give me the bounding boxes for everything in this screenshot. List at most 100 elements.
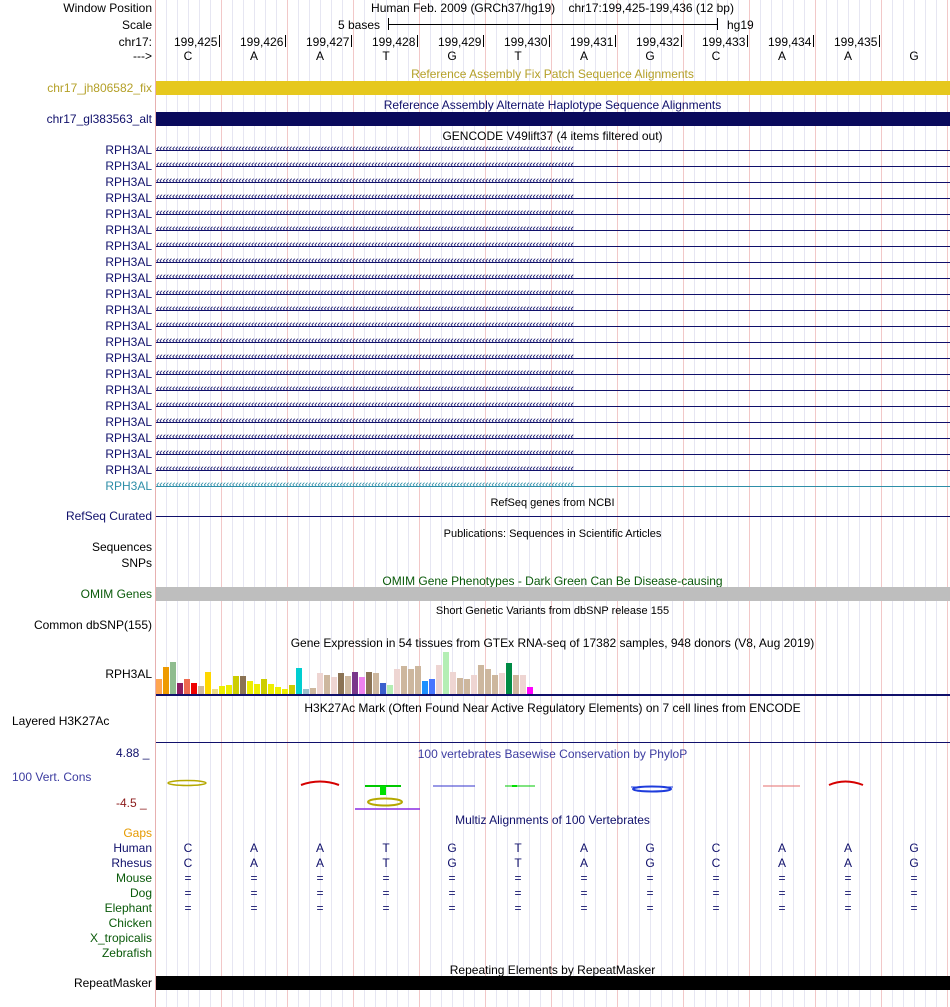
- gtex-tissue-bar[interactable]: [408, 669, 414, 694]
- gencode-transcript-label[interactable]: RPH3AL: [105, 287, 152, 301]
- gencode-transcript-label[interactable]: RPH3AL: [105, 399, 152, 413]
- gencode-transcript-label[interactable]: RPH3AL: [105, 175, 152, 189]
- gtex-tissue-bar[interactable]: [478, 665, 484, 694]
- gencode-transcript-label[interactable]: RPH3AL: [105, 303, 152, 317]
- gencode-transcript-intron[interactable]: ‹‹‹‹‹‹‹‹‹‹‹‹‹‹‹‹‹‹‹‹‹‹‹‹‹‹‹‹‹‹‹‹‹‹‹‹‹‹‹‹…: [156, 447, 950, 462]
- multiz-species-label[interactable]: Chicken: [108, 916, 152, 930]
- gtex-tissue-bar[interactable]: [191, 683, 197, 694]
- gencode-transcript-label[interactable]: RPH3AL: [105, 271, 152, 285]
- window-position-value[interactable]: Human Feb. 2009 (GRCh37/hg19) chr17:199,…: [371, 1, 734, 15]
- base-position-ruler[interactable]: 199,425 199,426 199,427 199,428 199,429 199,4…: [155, 35, 950, 49]
- gencode-transcript-label[interactable]: RPH3AL: [105, 239, 152, 253]
- gtex-tissue-bar[interactable]: [205, 672, 211, 694]
- gtex-tissue-bar[interactable]: [471, 675, 477, 694]
- gencode-transcript-intron[interactable]: ‹‹‹‹‹‹‹‹‹‹‹‹‹‹‹‹‹‹‹‹‹‹‹‹‹‹‹‹‹‹‹‹‹‹‹‹‹‹‹‹…: [156, 191, 950, 206]
- gtex-tissue-bar[interactable]: [513, 675, 519, 694]
- gtex-tissue-bar[interactable]: [506, 663, 512, 694]
- gtex-tissue-bar[interactable]: [373, 673, 379, 694]
- gtex-tissue-bar[interactable]: [443, 652, 449, 694]
- gencode-transcript-label[interactable]: RPH3AL: [105, 255, 152, 269]
- gtex-tissue-bar[interactable]: [317, 673, 323, 694]
- gtex-tissue-bar[interactable]: [457, 678, 463, 694]
- gtex-tissue-bar[interactable]: [359, 677, 365, 694]
- gtex-tissue-bar[interactable]: [254, 684, 260, 694]
- publications-sequences-label[interactable]: Sequences: [91, 540, 152, 554]
- gencode-transcript-label[interactable]: RPH3AL: [105, 383, 152, 397]
- gencode-transcript-intron[interactable]: ‹‹‹‹‹‹‹‹‹‹‹‹‹‹‹‹‹‹‹‹‹‹‹‹‹‹‹‹‹‹‹‹‹‹‹‹‹‹‹‹…: [156, 255, 950, 270]
- omim-track-label[interactable]: OMIM Genes: [80, 587, 152, 601]
- gtex-tissue-bar[interactable]: [177, 683, 183, 694]
- gencode-transcript-intron[interactable]: ‹‹‹‹‹‹‹‹‹‹‹‹‹‹‹‹‹‹‹‹‹‹‹‹‹‹‹‹‹‹‹‹‹‹‹‹‹‹‹‹…: [156, 287, 950, 302]
- gtex-tissue-bar[interactable]: [184, 679, 190, 694]
- gtex-tissue-bar[interactable]: [338, 673, 344, 694]
- gencode-transcript-label[interactable]: RPH3AL: [105, 431, 152, 445]
- gtex-tissue-bar[interactable]: [380, 683, 386, 694]
- gtex-tissue-bar[interactable]: [450, 672, 456, 694]
- gencode-transcript-intron[interactable]: ‹‹‹‹‹‹‹‹‹‹‹‹‹‹‹‹‹‹‹‹‹‹‹‹‹‹‹‹‹‹‹‹‹‹‹‹‹‹‹‹…: [156, 207, 950, 222]
- gencode-transcript-intron[interactable]: ‹‹‹‹‹‹‹‹‹‹‹‹‹‹‹‹‹‹‹‹‹‹‹‹‹‹‹‹‹‹‹‹‹‹‹‹‹‹‹‹…: [156, 143, 950, 158]
- gencode-transcript-label[interactable]: RPH3AL: [105, 367, 152, 381]
- gencode-transcript-intron[interactable]: ‹‹‹‹‹‹‹‹‹‹‹‹‹‹‹‹‹‹‹‹‹‹‹‹‹‹‹‹‹‹‹‹‹‹‹‹‹‹‹‹…: [156, 223, 950, 238]
- gencode-transcript-intron[interactable]: ‹‹‹‹‹‹‹‹‹‹‹‹‹‹‹‹‹‹‹‹‹‹‹‹‹‹‹‹‹‹‹‹‹‹‹‹‹‹‹‹…: [156, 399, 950, 414]
- gencode-transcript-label[interactable]: RPH3AL: [105, 351, 152, 365]
- gencode-transcript-intron[interactable]: ‹‹‹‹‹‹‹‹‹‹‹‹‹‹‹‹‹‹‹‹‹‹‹‹‹‹‹‹‹‹‹‹‹‹‹‹‹‹‹‹…: [156, 415, 950, 430]
- multiz-gaps-label[interactable]: Gaps: [123, 826, 152, 840]
- alt-haplotype-track-label[interactable]: chr17_gl383563_alt: [46, 112, 152, 126]
- gencode-transcript-label[interactable]: RPH3AL: [105, 335, 152, 349]
- gencode-transcript-intron[interactable]: ‹‹‹‹‹‹‹‹‹‹‹‹‹‹‹‹‹‹‹‹‹‹‹‹‹‹‹‹‹‹‹‹‹‹‹‹‹‹‹‹…: [156, 351, 950, 366]
- gtex-tissue-bar[interactable]: [198, 686, 204, 694]
- gencode-transcript-label[interactable]: RPH3AL: [105, 159, 152, 173]
- gencode-transcript-intron[interactable]: ‹‹‹‹‹‹‹‹‹‹‹‹‹‹‹‹‹‹‹‹‹‹‹‹‹‹‹‹‹‹‹‹‹‹‹‹‹‹‹‹…: [156, 271, 950, 286]
- gencode-transcript-intron[interactable]: ‹‹‹‹‹‹‹‹‹‹‹‹‹‹‹‹‹‹‹‹‹‹‹‹‹‹‹‹‹‹‹‹‹‹‹‹‹‹‹‹…: [156, 319, 950, 334]
- multiz-species-label[interactable]: Rhesus: [111, 856, 152, 870]
- gencode-transcript-intron[interactable]: ‹‹‹‹‹‹‹‹‹‹‹‹‹‹‹‹‹‹‹‹‹‹‹‹‹‹‹‹‹‹‹‹‹‹‹‹‹‹‹‹…: [156, 303, 950, 318]
- fix-patch-alignment-bar[interactable]: [156, 81, 950, 95]
- gencode-transcript-intron[interactable]: ‹‹‹‹‹‹‹‹‹‹‹‹‹‹‹‹‹‹‹‹‹‹‹‹‹‹‹‹‹‹‹‹‹‹‹‹‹‹‹‹…: [156, 383, 950, 398]
- gtex-tissue-bar[interactable]: [387, 685, 393, 694]
- gtex-tissue-bar[interactable]: [345, 676, 351, 694]
- gtex-tissue-bar[interactable]: [303, 689, 309, 694]
- gtex-tissue-bar[interactable]: [219, 686, 225, 694]
- gencode-transcript-label[interactable]: RPH3AL: [105, 207, 152, 221]
- refseq-gene-line[interactable]: [156, 516, 950, 517]
- fix-patch-track-label[interactable]: chr17_jh806582_fix: [47, 81, 152, 95]
- conservation-graph[interactable]: [155, 772, 950, 812]
- gtex-tissue-bar[interactable]: [331, 677, 337, 694]
- gtex-tissue-bar[interactable]: [527, 687, 533, 694]
- alt-haplotype-alignment-bar[interactable]: [156, 112, 950, 126]
- gtex-tissue-bar[interactable]: [492, 675, 498, 694]
- publications-snps-label[interactable]: SNPs: [121, 556, 152, 570]
- multiz-species-label[interactable]: Elephant: [104, 901, 152, 915]
- gtex-gene-line[interactable]: [156, 694, 950, 696]
- gtex-tissue-bar[interactable]: [170, 662, 176, 694]
- repeatmasker-track-label[interactable]: RepeatMasker: [73, 976, 152, 990]
- gencode-transcript-intron[interactable]: ‹‹‹‹‹‹‹‹‹‹‹‹‹‹‹‹‹‹‹‹‹‹‹‹‹‹‹‹‹‹‹‹‹‹‹‹‹‹‹‹…: [156, 335, 950, 350]
- multiz-species-label[interactable]: Mouse: [115, 871, 152, 885]
- omim-gene-bar[interactable]: [156, 587, 950, 601]
- gtex-tissue-bar[interactable]: [289, 685, 295, 694]
- gencode-transcript-label[interactable]: RPH3AL: [105, 415, 152, 429]
- gencode-transcript-label[interactable]: RPH3AL: [105, 191, 152, 205]
- gtex-tissue-bar[interactable]: [240, 676, 246, 694]
- gtex-tissue-bar[interactable]: [485, 669, 491, 694]
- gtex-tissue-bar[interactable]: [156, 679, 162, 694]
- gencode-transcript-intron[interactable]: ‹‹‹‹‹‹‹‹‹‹‹‹‹‹‹‹‹‹‹‹‹‹‹‹‹‹‹‹‹‹‹‹‹‹‹‹‹‹‹‹…: [156, 479, 950, 494]
- gtex-track-label[interactable]: RPH3AL: [105, 667, 152, 681]
- multiz-species-label[interactable]: Human: [113, 841, 152, 855]
- dbsnp-track-label[interactable]: Common dbSNP(155): [33, 618, 152, 632]
- gtex-tissue-bar[interactable]: [401, 666, 407, 694]
- gtex-tissue-bar[interactable]: [520, 675, 526, 694]
- gencode-transcript-intron[interactable]: ‹‹‹‹‹‹‹‹‹‹‹‹‹‹‹‹‹‹‹‹‹‹‹‹‹‹‹‹‹‹‹‹‹‹‹‹‹‹‹‹…: [156, 367, 950, 382]
- gencode-transcript-intron[interactable]: ‹‹‹‹‹‹‹‹‹‹‹‹‹‹‹‹‹‹‹‹‹‹‹‹‹‹‹‹‹‹‹‹‹‹‹‹‹‹‹‹…: [156, 159, 950, 174]
- gtex-tissue-bar[interactable]: [422, 681, 428, 694]
- multiz-species-label[interactable]: X_tropicalis: [89, 931, 152, 945]
- multiz-species-label[interactable]: Dog: [129, 886, 152, 900]
- gtex-tissue-bar[interactable]: [352, 672, 358, 694]
- gtex-tissue-bar[interactable]: [275, 687, 281, 694]
- gencode-transcript-label[interactable]: RPH3AL: [105, 479, 152, 493]
- h3k27ac-track-label[interactable]: Layered H3K27Ac: [12, 714, 110, 728]
- gtex-tissue-bar[interactable]: [310, 688, 316, 694]
- gencode-transcript-label[interactable]: RPH3AL: [105, 463, 152, 477]
